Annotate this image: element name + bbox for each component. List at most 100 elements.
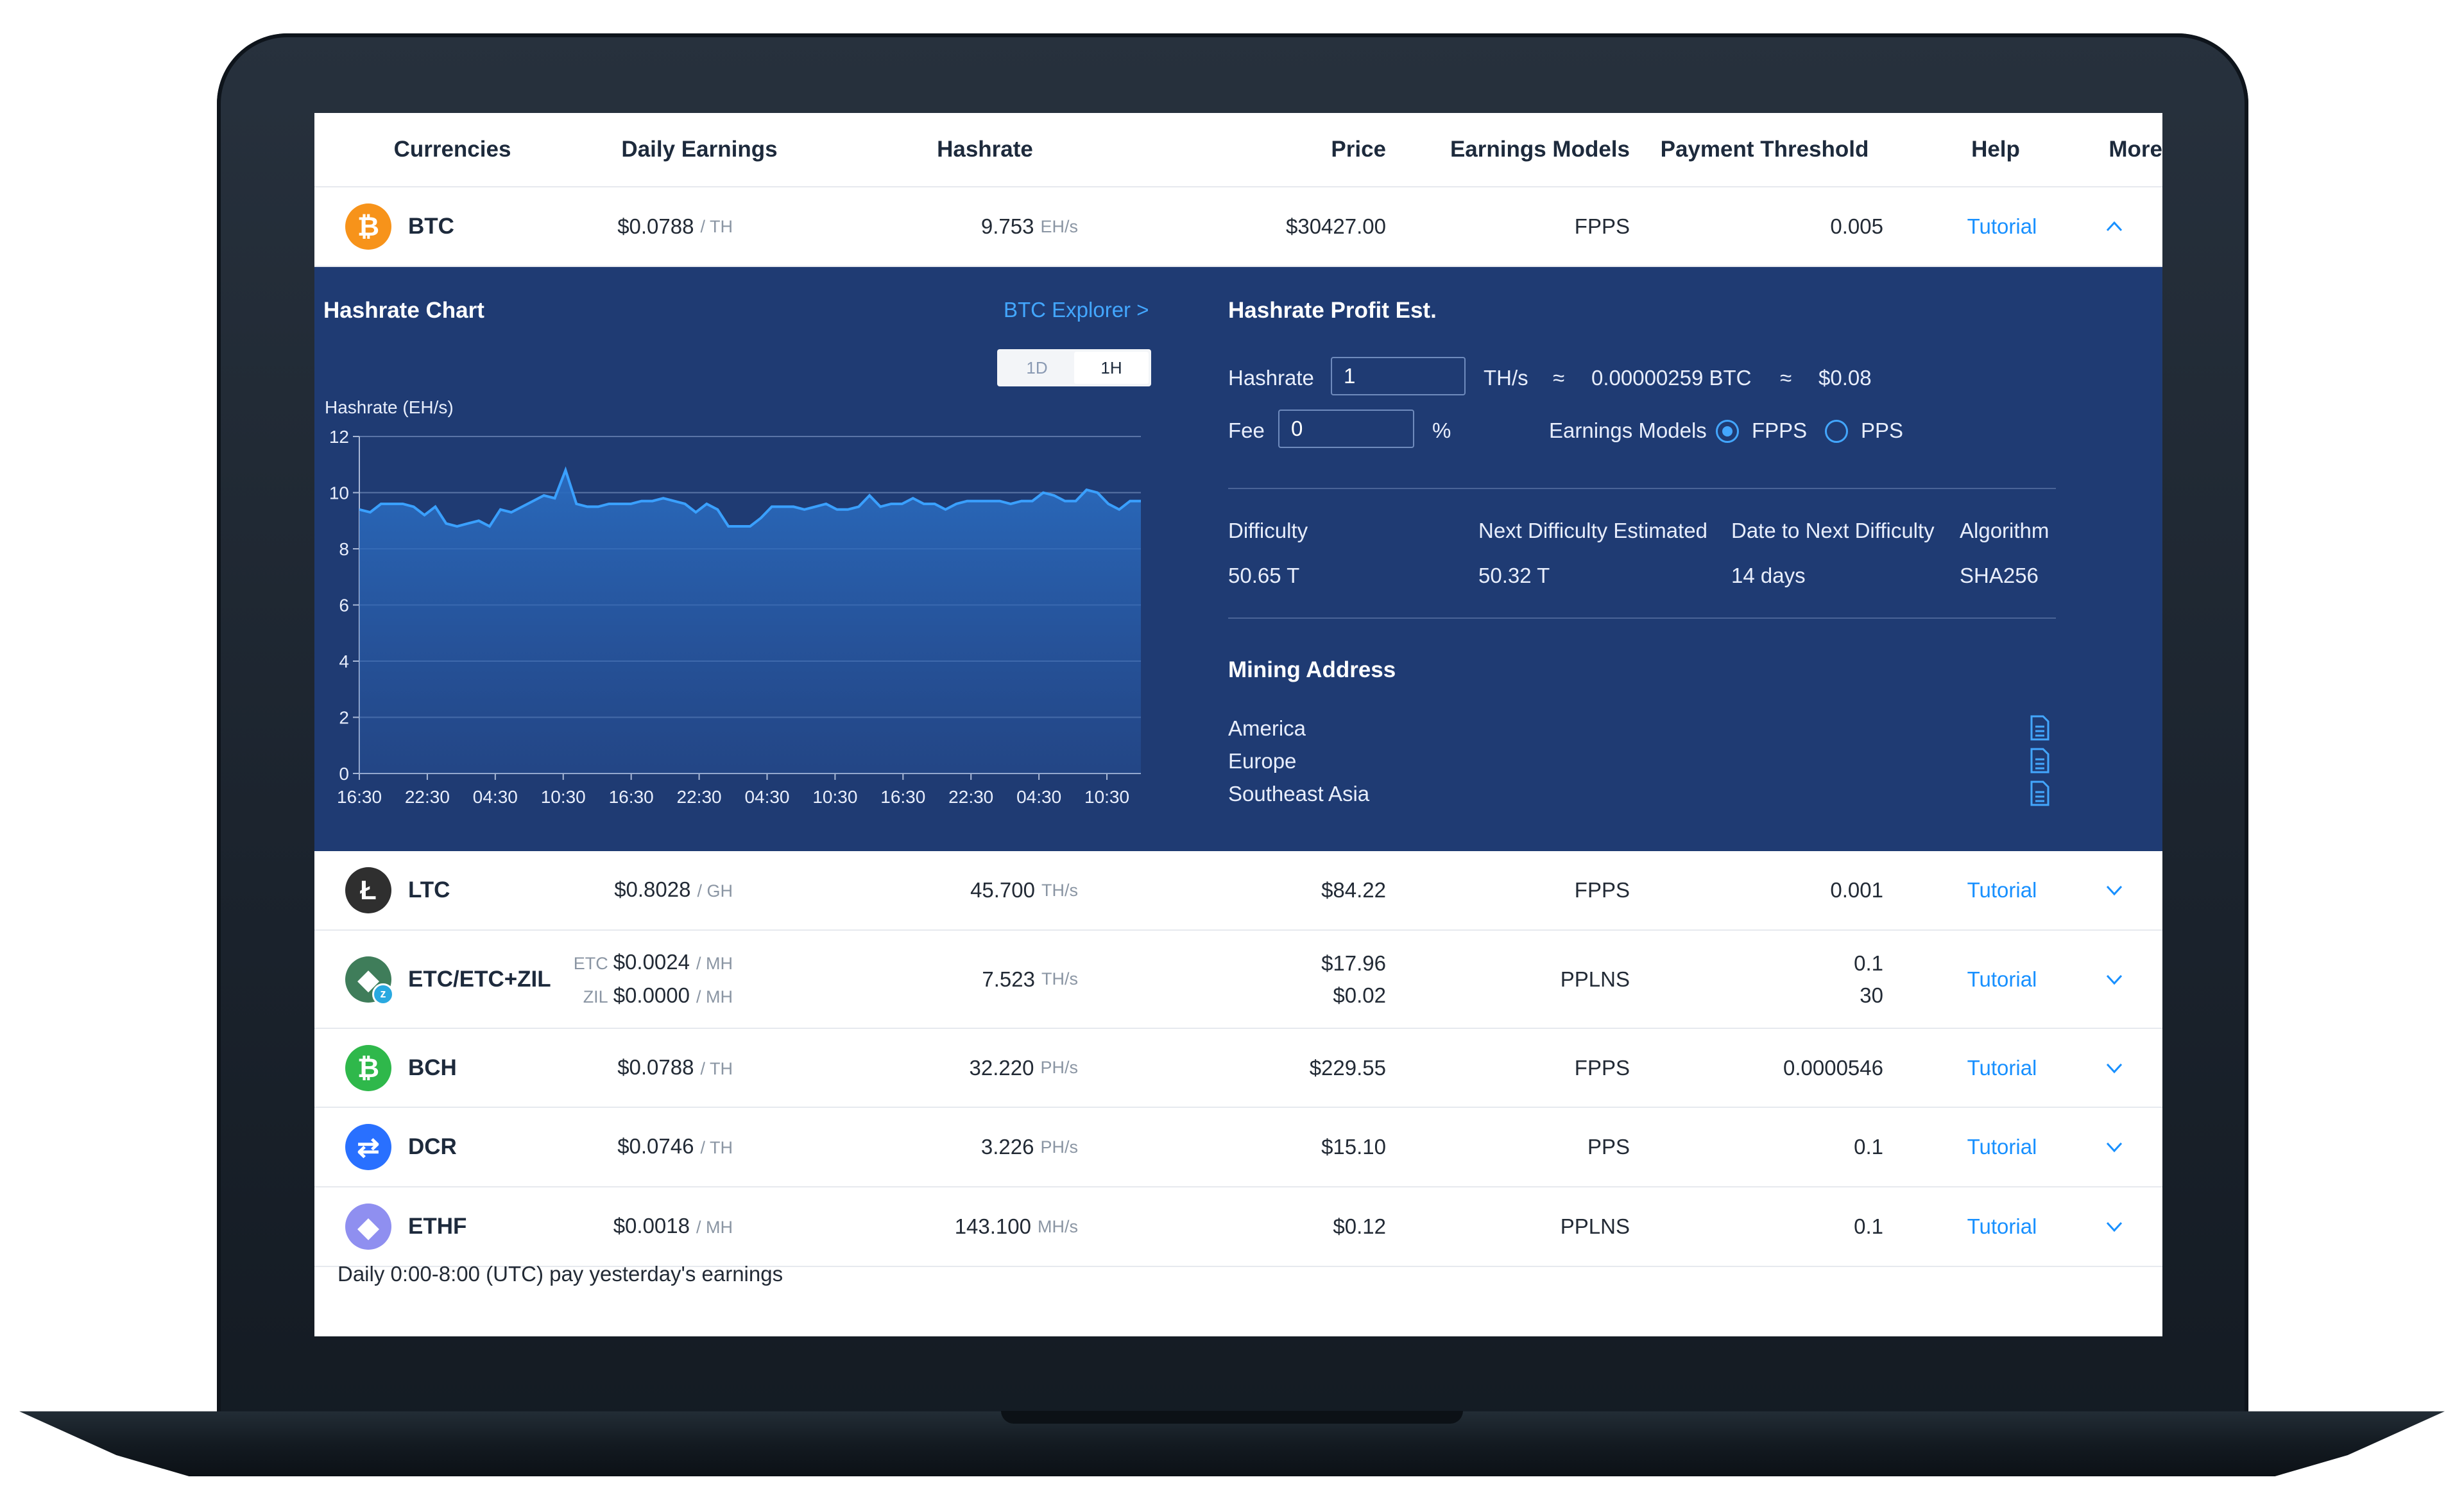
table-row[interactable]: Ł LTC $0.8028 / GH 45.700 TH/s $84.22 FPPS 0.001…: [314, 851, 2162, 931]
range-option-1d[interactable]: 1D: [1026, 358, 1048, 377]
ethereum-classic-zil-icon: ◆ z: [345, 956, 394, 1005]
table-row[interactable]: ◆ ETHF $0.0018 / MH 143.100 MH/s $0.12 PPLNS 0.1…: [314, 1187, 2162, 1267]
x-tick-label: 22:30: [948, 787, 993, 807]
fee-input[interactable]: [1278, 410, 1414, 448]
hashrate-unit: TH/s: [1041, 969, 1078, 988]
price-cell: $229.55: [1213, 1029, 1386, 1107]
earnings-unit: / TH: [700, 1058, 733, 1078]
laptop-notch: [1001, 1411, 1463, 1424]
copy-icon[interactable]: [2029, 781, 2051, 806]
payment-threshold-cell: 0.1 30: [1649, 931, 1883, 1028]
btc-estimate-value: 0.00000259 BTC: [1591, 366, 1752, 390]
earnings-value: $0.8028: [614, 877, 691, 901]
fee-unit: %: [1432, 419, 1451, 442]
radio-fpps[interactable]: [1716, 420, 1739, 443]
earnings-prefix: ETC: [573, 953, 608, 973]
payment-threshold-value: 0.1: [1854, 1214, 1883, 1238]
earnings-model-value: PPS: [1587, 1135, 1630, 1159]
range-option-1h[interactable]: 1H: [1074, 352, 1149, 384]
tutorial-link[interactable]: Tutorial: [1967, 1055, 2037, 1080]
y-tick-label: 12: [329, 427, 349, 447]
table-row[interactable]: ⇄ DCR $0.0746 / TH 3.226 PH/s $15.10 PPS 0.1 Tuto…: [314, 1108, 2162, 1187]
bitcoin-icon: ₿: [345, 203, 391, 250]
earnings-unit: / GH: [697, 881, 733, 901]
price-value: $229.55: [1309, 1055, 1386, 1080]
currency-cell: ₿ BCH: [345, 1029, 576, 1107]
hashrate-unit: MH/s: [1038, 1216, 1078, 1236]
expand-row-button[interactable]: [2073, 1029, 2156, 1107]
hashrate-input[interactable]: [1331, 357, 1466, 395]
stat-label-next-difficulty: Next Difficulty Estimated: [1478, 519, 1708, 542]
currency-cell: ◆ z ETC/ETC+ZIL: [345, 931, 576, 1028]
expand-row-button[interactable]: [2073, 931, 2156, 1028]
header-payment-threshold: Payment Threshold: [1660, 137, 1869, 162]
bitcoin-cash-icon: ₿: [345, 1044, 391, 1091]
region-southeast-asia: Southeast Asia: [1228, 782, 1370, 806]
payment-threshold-cell: 0.001: [1649, 851, 1883, 929]
currency-name: DCR: [408, 1134, 457, 1159]
expand-row-button[interactable]: [2073, 851, 2156, 929]
chart-range-toggle: 1D 1H: [997, 349, 1151, 386]
price-value: $30427.00: [1286, 214, 1386, 238]
tutorial-link[interactable]: Tutorial: [1967, 878, 2037, 902]
panel-divider: [1228, 617, 2056, 619]
tutorial-link[interactable]: Tutorial: [1967, 214, 2037, 238]
y-tick-label: 2: [339, 708, 349, 728]
hashrate-value: 32.220: [969, 1055, 1034, 1080]
table-row[interactable]: ₿ BCH $0.0788 / TH 32.220 PH/s $229.55 FPPS 0.00…: [314, 1029, 2162, 1108]
approx-sign: ≈: [1553, 366, 1565, 390]
y-tick-label: 4: [339, 652, 349, 671]
y-tick-label: 0: [339, 764, 349, 784]
tutorial-link[interactable]: Tutorial: [1967, 967, 2037, 991]
radio-pps[interactable]: [1825, 420, 1848, 443]
hashrate-value: 45.700: [970, 878, 1035, 902]
header-daily-earnings: Daily Earnings: [621, 137, 778, 162]
currency-name: BTC: [408, 214, 454, 239]
region-america: America: [1228, 716, 1306, 740]
decred-icon: ⇄: [345, 1124, 391, 1170]
collapse-row-button[interactable]: [2073, 187, 2156, 266]
hashrate-input-unit: TH/s: [1484, 366, 1528, 390]
price-cell: $15.10: [1213, 1108, 1386, 1186]
y-tick-label: 8: [339, 539, 349, 559]
stat-label-date-to-next: Date to Next Difficulty: [1731, 519, 1935, 542]
payment-threshold-value: 0.005: [1830, 214, 1883, 238]
earnings-model-value: FPPS: [1574, 878, 1630, 902]
earnings-prefix: ZIL: [583, 987, 608, 1006]
hashrate-chart: Hashrate (EH/s) 0 2 4 6 8 10 12 16:30 22:30 04:30 1…: [325, 397, 1141, 807]
chevron-down-icon: [2106, 974, 2123, 985]
price-value: $15.10: [1321, 1135, 1386, 1159]
earnings-models-label: Earnings Models: [1549, 419, 1707, 442]
header-hashrate: Hashrate: [937, 137, 1033, 162]
table-row-btc[interactable]: ₿ BTC $0.0788 / TH 9.753 EH/s $30427.00 …: [314, 187, 2162, 267]
x-tick-label: 16:30: [337, 787, 382, 807]
currency-cell: ◆ ETHF: [345, 1187, 576, 1266]
copy-icon[interactable]: [2029, 748, 2051, 773]
earnings-value: $0.0788: [617, 214, 694, 238]
earnings-value: $0.0746: [617, 1134, 694, 1158]
daily-earnings-cell: $0.8028 / GH: [558, 851, 733, 929]
copy-icon[interactable]: [2029, 715, 2051, 741]
price-value: $0.02: [1333, 983, 1386, 1007]
panel-divider: [1228, 488, 2056, 489]
region-europe: Europe: [1228, 749, 1297, 773]
tutorial-link[interactable]: Tutorial: [1967, 1214, 2037, 1238]
stat-value-algorithm: SHA256: [1960, 564, 2039, 587]
expand-row-button[interactable]: [2073, 1187, 2156, 1266]
table-row[interactable]: ◆ z ETC/ETC+ZIL ETC $0.0024 / MH ZIL $0.0000 / M…: [314, 931, 2162, 1029]
expand-row-button[interactable]: [2073, 1108, 2156, 1186]
hashrate-value: 9.753: [980, 214, 1034, 238]
hashrate-cell: 143.100 MH/s: [892, 1187, 1078, 1266]
earnings-model-value: PPLNS: [1560, 967, 1630, 991]
y-axis-label: Hashrate (EH/s): [325, 397, 454, 417]
x-tick-label: 04:30: [473, 787, 518, 807]
x-tick-label: 10:30: [812, 787, 857, 807]
hashrate-value: 3.226: [980, 1135, 1034, 1159]
tutorial-link[interactable]: Tutorial: [1967, 1135, 2037, 1159]
header-currencies: Currencies: [393, 137, 511, 162]
fee-input-label: Fee: [1228, 419, 1265, 442]
header-help: Help: [1971, 137, 2020, 162]
stat-label-algorithm: Algorithm: [1960, 519, 2049, 542]
currency-cell: ⇄ DCR: [345, 1108, 576, 1186]
btc-explorer-link[interactable]: BTC Explorer >: [1004, 298, 1149, 322]
